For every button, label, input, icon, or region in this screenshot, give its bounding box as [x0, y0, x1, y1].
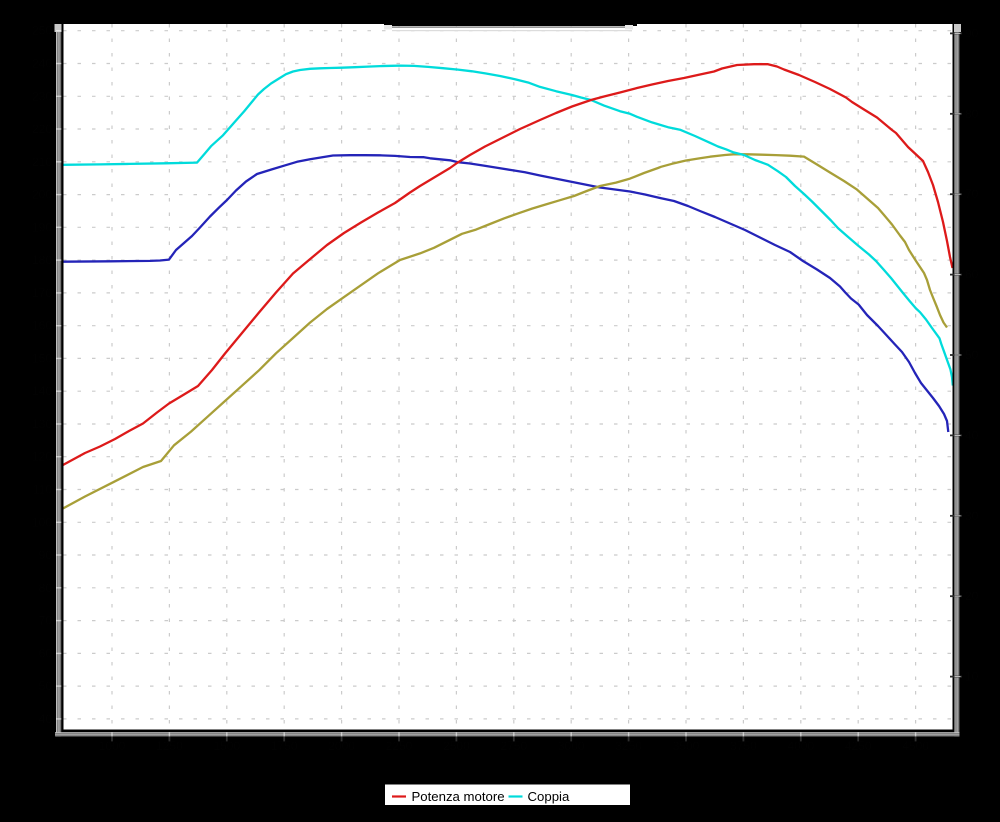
- svg-text:70: 70: [39, 614, 53, 628]
- svg-text:80: 80: [39, 581, 53, 595]
- svg-text:140: 140: [32, 384, 52, 398]
- svg-text:4250: 4250: [845, 739, 872, 753]
- svg-text:80: 80: [965, 107, 979, 121]
- svg-text:4500: 4500: [902, 739, 929, 753]
- svg-text:30: 30: [965, 509, 979, 523]
- svg-text:160: 160: [32, 319, 52, 333]
- svg-text:3250: 3250: [615, 739, 642, 753]
- svg-text:2500: 2500: [443, 739, 470, 753]
- svg-text:40: 40: [965, 428, 979, 442]
- svg-text:190: 190: [32, 220, 52, 234]
- svg-text:10: 10: [965, 670, 979, 684]
- svg-text:50: 50: [39, 679, 53, 693]
- svg-text:3750: 3750: [730, 739, 757, 753]
- svg-text:40: 40: [39, 712, 53, 726]
- svg-text:110: 110: [33, 483, 52, 497]
- svg-text:20: 20: [965, 589, 979, 603]
- svg-text:170: 170: [32, 286, 52, 300]
- svg-text:100: 100: [32, 515, 52, 529]
- svg-text:50: 50: [965, 348, 979, 362]
- svg-text:1500: 1500: [213, 739, 240, 753]
- svg-text:Coppia: Coppia: [528, 789, 570, 804]
- svg-text:1000: 1000: [99, 739, 126, 753]
- svg-text:1750: 1750: [271, 739, 298, 753]
- svg-text:230: 230: [32, 89, 52, 103]
- svg-text:240: 240: [32, 57, 52, 71]
- svg-text:220: 220: [32, 122, 52, 136]
- svg-text:200: 200: [32, 188, 52, 202]
- svg-text:90: 90: [965, 26, 979, 40]
- svg-text:3500: 3500: [673, 739, 700, 753]
- svg-text:2250: 2250: [386, 739, 413, 753]
- svg-text:60: 60: [39, 646, 53, 660]
- svg-text:70: 70: [965, 187, 979, 201]
- svg-text:150: 150: [32, 351, 52, 365]
- svg-text:3000: 3000: [558, 739, 585, 753]
- svg-text:210: 210: [32, 155, 52, 169]
- svg-text:2750: 2750: [500, 739, 527, 753]
- svg-text:120: 120: [32, 450, 52, 464]
- svg-text:130: 130: [32, 417, 52, 431]
- svg-text:180: 180: [32, 253, 52, 267]
- svg-text:90: 90: [39, 548, 53, 562]
- svg-text:1250: 1250: [156, 739, 183, 753]
- svg-text:250: 250: [32, 24, 52, 38]
- svg-text:2000: 2000: [328, 739, 355, 753]
- svg-text:4000: 4000: [787, 739, 814, 753]
- svg-text:60: 60: [965, 268, 979, 282]
- svg-text:Potenza motore: Potenza motore: [412, 789, 505, 804]
